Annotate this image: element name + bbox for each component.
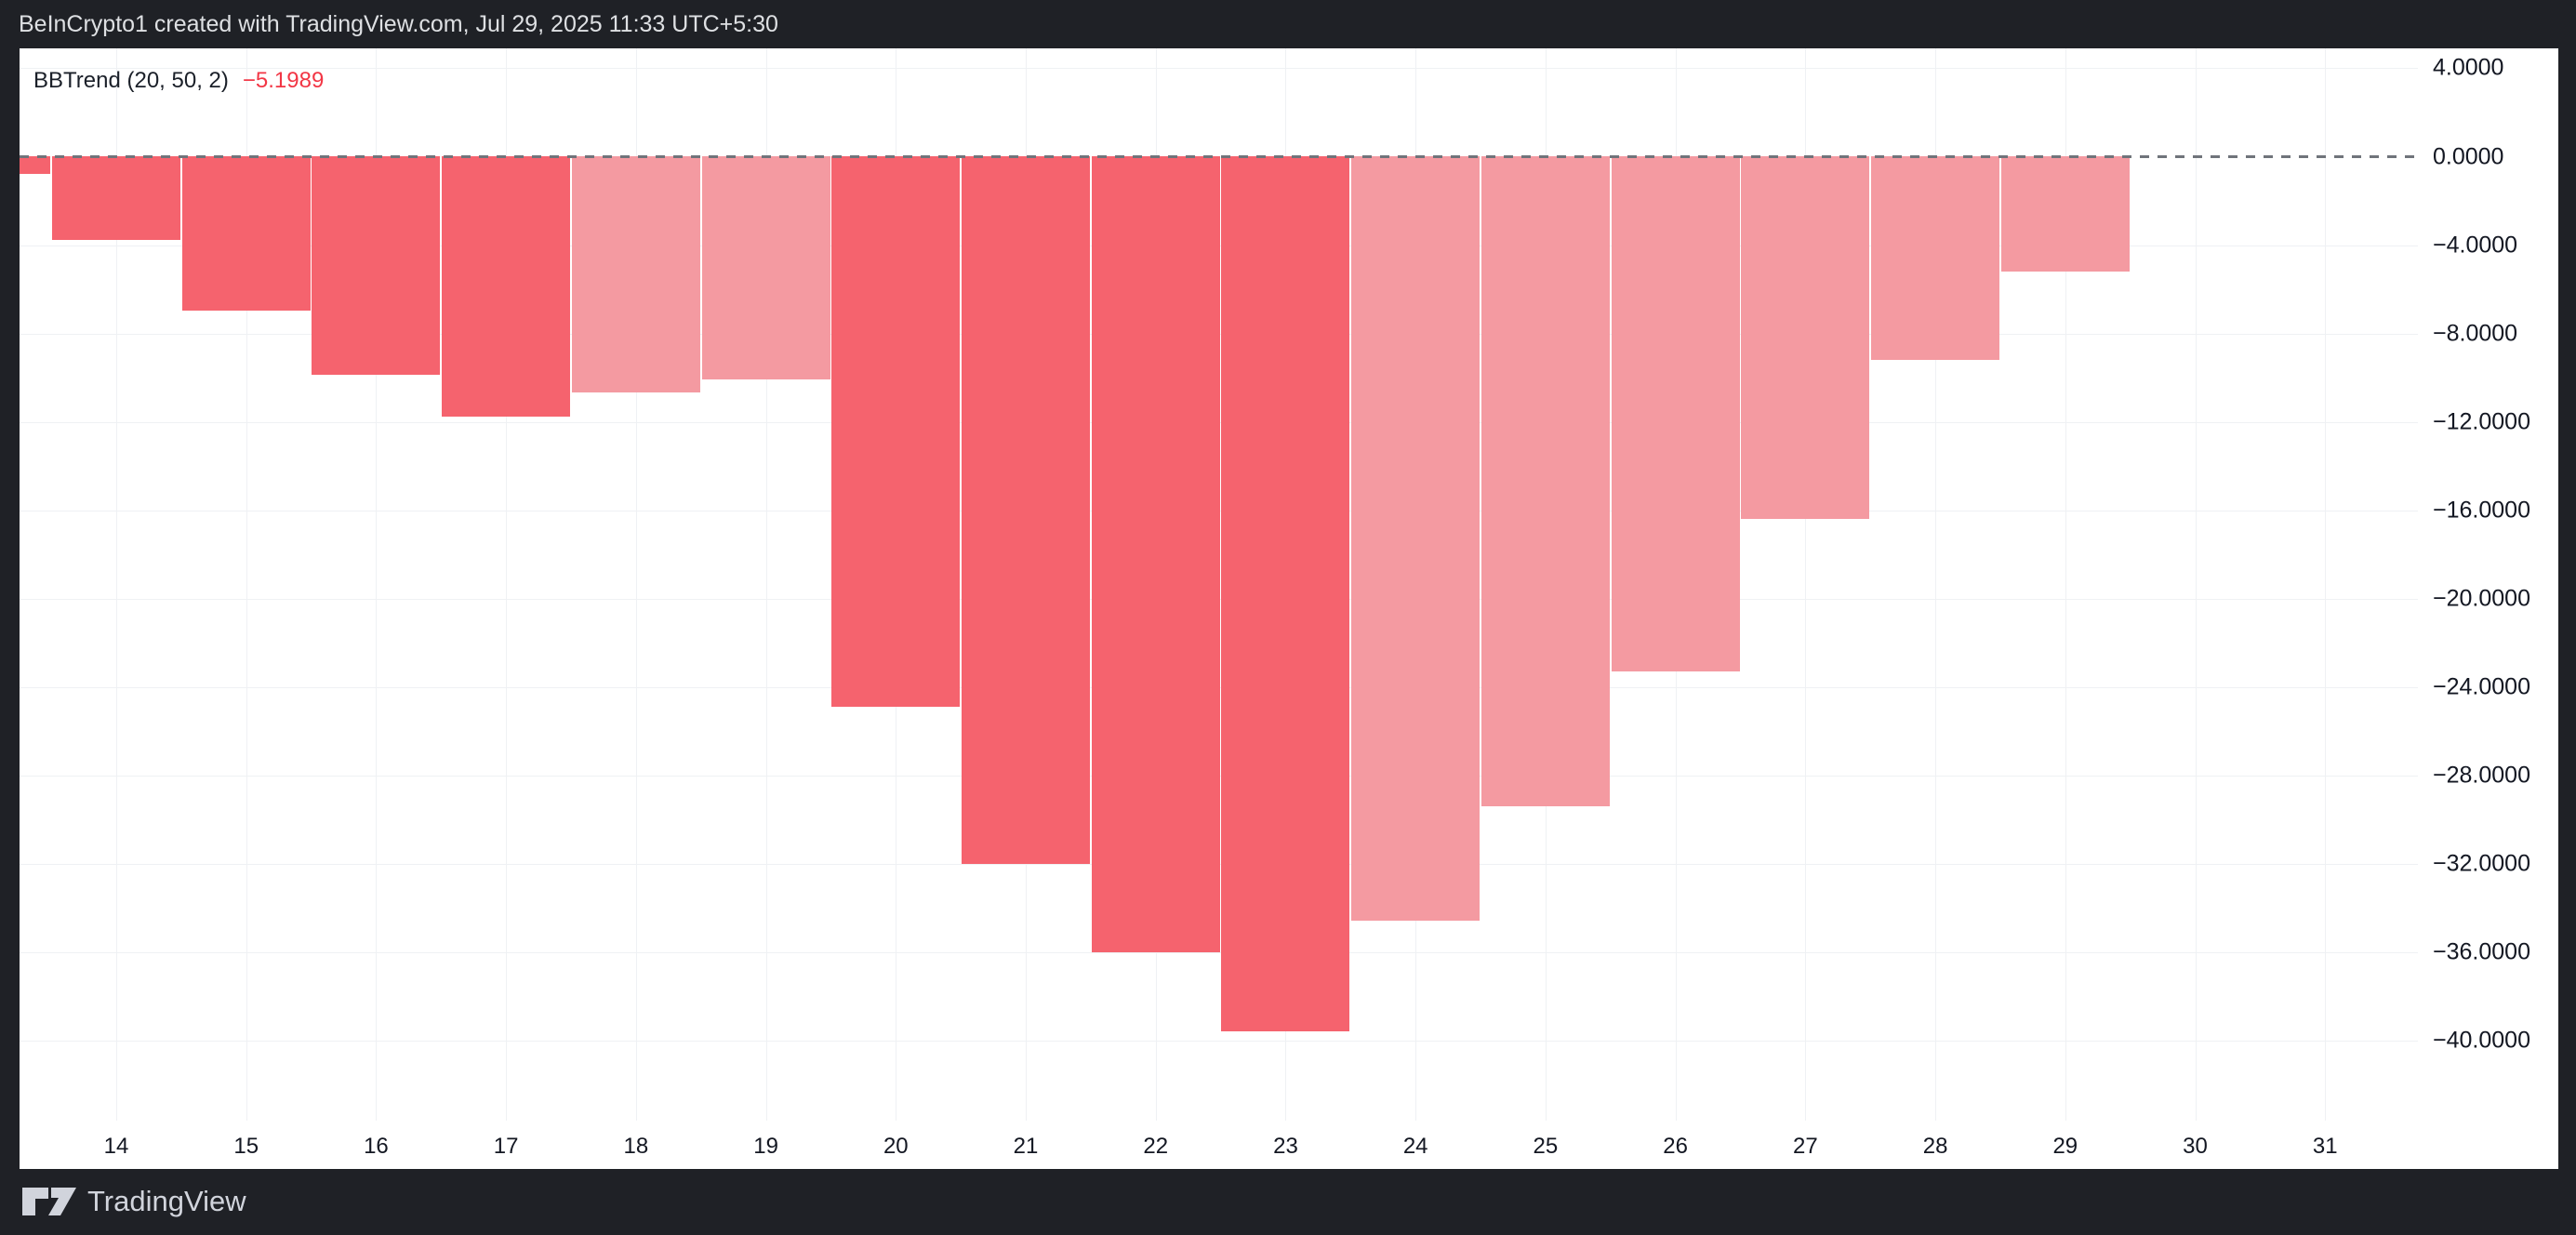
histogram-bar-day-29 [2000,156,2130,272]
zero-baseline-dashed [20,155,2418,158]
price-scale-label: −4.0000 [2433,232,2518,259]
histogram-bar-day-23 [1221,156,1350,1032]
grid-line-vertical [765,48,767,1121]
histogram-bar-day-26 [1611,156,1740,671]
price-scale-label: −8.0000 [2433,320,2518,347]
histogram-bar-day-15 [181,156,311,312]
grid-line-horizontal [20,952,2418,954]
price-scale-label: −32.0000 [2433,850,2530,877]
grid-line-vertical [2195,48,2197,1121]
time-scale-label: 25 [1533,1134,1559,1159]
time-scale-label: 22 [1143,1134,1169,1159]
time-scale-label: 19 [753,1134,778,1159]
time-scale-label: 17 [493,1134,519,1159]
tradingview-logo-text: TradingView [87,1185,246,1217]
price-scale-label: −12.0000 [2433,408,2530,435]
histogram-bar-day-19 [701,156,830,380]
price-scale-label: −20.0000 [2433,585,2530,612]
time-scale-label: 20 [883,1134,909,1159]
histogram-bar-day-24 [1351,156,1481,922]
price-scale-label: −16.0000 [2433,497,2530,524]
time-scale-label: 23 [1273,1134,1298,1159]
histogram-bar-day-14 [52,156,180,241]
time-scale-label: 15 [233,1134,259,1159]
time-scale-label: 28 [1922,1134,1948,1159]
attribution-header: BeInCrypto1 created with TradingView.com… [0,0,2576,48]
histogram-bar-day-20 [831,156,961,707]
grid-line-vertical [2065,48,2066,1121]
histogram-bar-day-22 [1091,156,1220,952]
price-scale-label: −36.0000 [2433,938,2530,965]
indicator-title: BBTrend (20, 50, 2) [33,68,229,93]
grid-line-vertical [246,48,247,1121]
histogram-bar-day-13 [20,156,51,175]
time-scale-label: 21 [1013,1134,1039,1159]
grid-line-vertical [376,48,378,1121]
grid-line-vertical [506,48,508,1121]
histogram-bar-day-16 [312,156,441,376]
attribution-text: BeInCrypto1 created with TradingView.com… [19,11,778,37]
indicator-last-value: −5.1989 [242,68,325,93]
grid-line-vertical [2325,48,2327,1121]
histogram-bar-day-25 [1481,156,1610,806]
time-scale-label: 30 [2183,1134,2208,1159]
time-scale-label: 31 [2312,1134,2338,1159]
grid-line-vertical [1935,48,1937,1121]
histogram-bar-day-27 [1741,156,1870,519]
grid-line-vertical [635,48,637,1121]
price-scale-label: −40.0000 [2433,1027,2530,1054]
grid-line-horizontal [20,1041,2418,1042]
tradingview-logo-icon [22,1188,76,1215]
indicator-pane: BBTrend (20, 50, 2) −5.1989 4.0000 0.0000 −… [20,48,2558,1169]
price-scale-label: 0.0000 [2433,143,2504,169]
indicator-legend: BBTrend (20, 50, 2) −5.1989 [33,67,324,95]
footer-bar: TradingView [0,1169,2576,1235]
grid-line-vertical [116,48,117,1121]
grid-line-horizontal [20,68,2418,70]
histogram-bar-day-28 [1871,156,2000,360]
histogram-bar-day-17 [442,156,571,418]
tradingview-logo[interactable]: TradingView [20,1184,246,1219]
price-scale-label: −28.0000 [2433,762,2530,789]
histogram-bar-day-18 [571,156,700,393]
time-scale-label: 29 [2052,1134,2078,1159]
time-scale-label: 26 [1663,1134,1688,1159]
time-scale-label: 18 [623,1134,649,1159]
price-scale-label: −24.0000 [2433,673,2530,700]
time-scale-label: 24 [1402,1134,1428,1159]
grid-line-vertical [1805,48,1807,1121]
histogram-bar-day-21 [962,156,1091,864]
time-scale-label: 16 [364,1134,389,1159]
time-scale-label: 27 [1793,1134,1818,1159]
price-scale-label: 4.0000 [2433,54,2504,81]
time-scale-label: 14 [103,1134,129,1159]
